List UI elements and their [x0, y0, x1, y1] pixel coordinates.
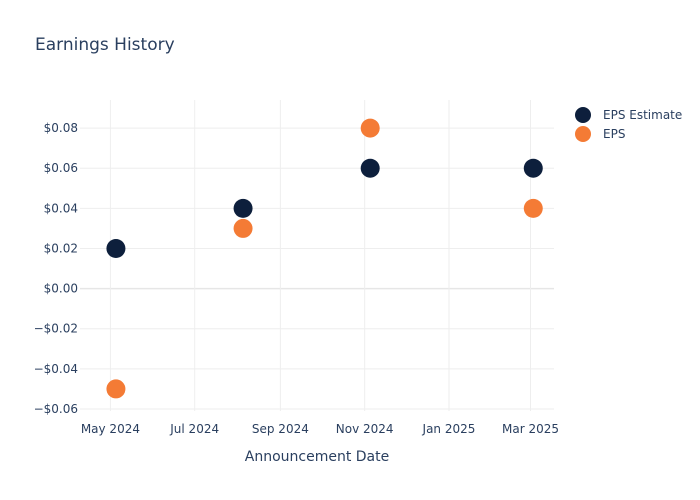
grid-layer [80, 100, 554, 411]
eps-estimate-point[interactable] [233, 198, 253, 218]
x-tick-label: Sep 2024 [252, 422, 309, 436]
legend-label: EPS [603, 127, 625, 141]
data-points [106, 118, 543, 399]
x-tick-label: Mar 2025 [502, 422, 559, 436]
eps-estimate-point[interactable] [523, 158, 543, 178]
legend-item-eps-estimate[interactable]: EPS Estimate [575, 107, 682, 123]
y-tick-label: −$0.04 [34, 362, 78, 376]
legend-label: EPS Estimate [603, 108, 682, 122]
y-tick-label: $0.08 [44, 121, 78, 135]
y-axis: $0.08 $0.06 $0.04 $0.02 $0.00 −$0.02 −$0.04 −$0… [34, 121, 78, 416]
x-tick-label: Jul 2024 [169, 422, 219, 436]
legend-marker [575, 107, 591, 123]
eps-point[interactable] [360, 118, 380, 138]
legend[interactable]: EPS Estimate EPS [575, 107, 682, 142]
eps-estimate-point[interactable] [106, 238, 126, 258]
y-tick-label: $0.06 [44, 161, 78, 175]
y-tick-label: $0.00 [44, 282, 78, 296]
x-tick-label: May 2024 [81, 422, 140, 436]
eps-estimate-point[interactable] [360, 158, 380, 178]
x-axis: May 2024 Jul 2024 Sep 2024 Nov 2024 Jan 2025… [81, 422, 559, 436]
y-tick-label: −$0.02 [34, 322, 78, 336]
legend-item-eps[interactable]: EPS [575, 126, 625, 142]
y-tick-label: $0.02 [44, 241, 78, 255]
y-tick-label: −$0.06 [34, 402, 78, 416]
y-tick-label: $0.04 [44, 201, 78, 215]
eps-point[interactable] [523, 198, 543, 218]
legend-marker [575, 126, 591, 142]
chart-title: Earnings History [35, 35, 175, 55]
eps-point[interactable] [106, 379, 126, 399]
x-tick-label: Nov 2024 [336, 422, 394, 436]
eps-point[interactable] [233, 218, 253, 238]
x-tick-label: Jan 2025 [422, 422, 476, 436]
x-axis-title: Announcement Date [245, 449, 389, 465]
